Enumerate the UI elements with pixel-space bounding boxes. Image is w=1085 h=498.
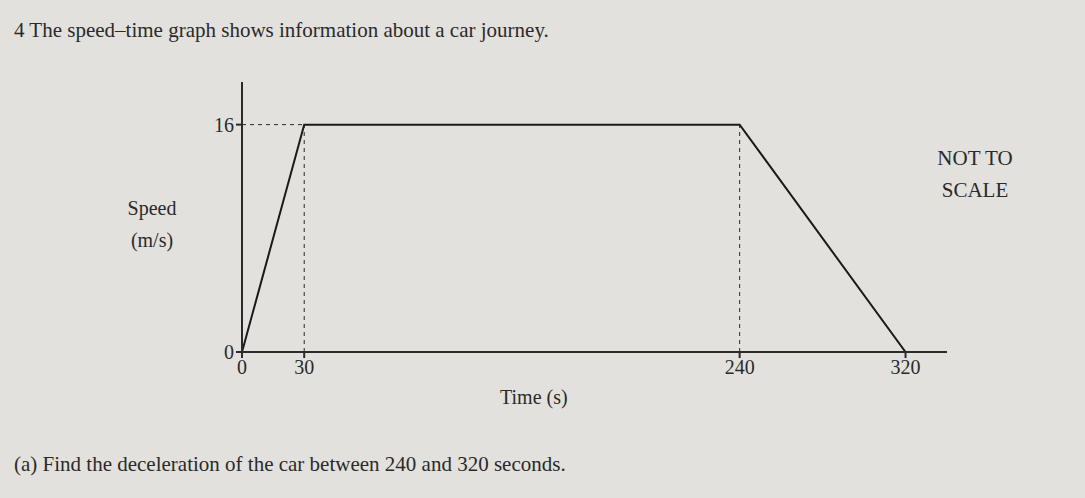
svg-text:0: 0 [237, 356, 247, 378]
html-text:4 The speed–time graph shows i: 4 The speed–time graph shows information… [14, 18, 549, 42]
svg-text:240: 240 [725, 356, 755, 378]
svg-text:320: 320 [891, 356, 921, 378]
svg-text:16: 16 [214, 114, 234, 136]
html-text:Speed (m/s): Speed (m/s) [127, 197, 177, 251]
svg-text:0: 0 [224, 341, 234, 363]
html-text:NOT TO SCALE: NOT TO SCALE [937, 146, 1013, 202]
html-text:Time (s): Time (s) [500, 386, 568, 408]
html-text:(a) Find the deceleration of t: (a) Find the deceleration of the car bet… [14, 452, 566, 476]
svg-text:30: 30 [294, 356, 314, 378]
